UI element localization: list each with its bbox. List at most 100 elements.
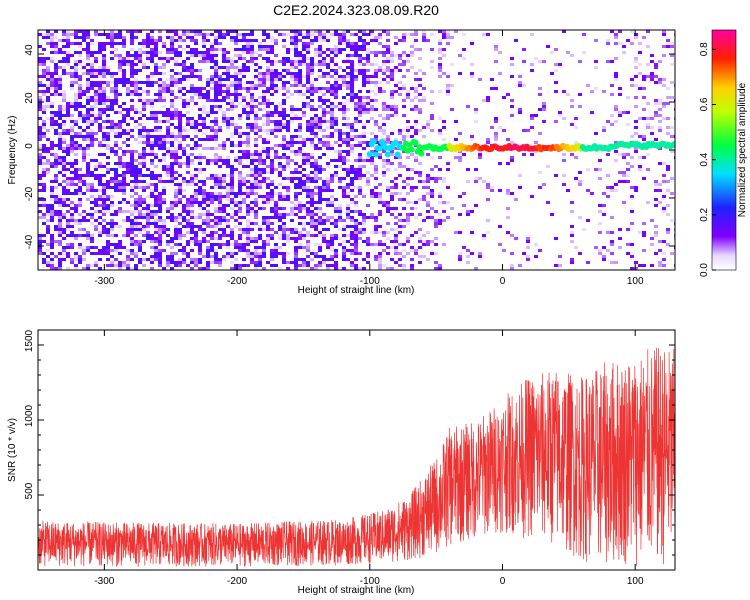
spectrogram-cell xyxy=(394,237,398,240)
spectrogram-cell xyxy=(270,237,274,240)
spectrogram-cell xyxy=(270,63,274,66)
spectrogram-cell xyxy=(182,261,186,264)
spectrogram-cell xyxy=(414,33,418,36)
spectrogram-cell xyxy=(306,264,310,267)
spectrogram-cell xyxy=(170,117,174,120)
spectrogram-cell xyxy=(258,153,262,156)
spectrogram-cell xyxy=(422,186,426,189)
spectrogram-cell xyxy=(290,171,294,174)
spectrogram-cell xyxy=(646,30,650,33)
spectrogram-cell xyxy=(114,171,118,174)
spectrogram-x-tick-label: -100 xyxy=(360,276,380,287)
spectrogram-cell xyxy=(198,228,202,231)
spectrogram-cell xyxy=(98,165,102,168)
spectrogram-cell xyxy=(510,156,514,159)
spectrogram-cell xyxy=(458,255,462,258)
spectrogram-cell xyxy=(74,102,78,105)
spectrogram-cell xyxy=(74,147,78,150)
spectrogram-cell xyxy=(146,225,150,228)
spectrogram-cell xyxy=(178,45,182,48)
spectrogram-cell xyxy=(378,81,382,84)
spectrogram-cell xyxy=(134,192,138,195)
spectrogram-cell xyxy=(202,228,206,231)
spectrogram-cell xyxy=(122,120,126,123)
spectrogram-cell xyxy=(394,222,398,225)
spectrogram-cell xyxy=(362,141,366,144)
spectrogram-cell xyxy=(38,189,42,192)
spectrogram-cell xyxy=(338,144,342,147)
spectrogram-cell xyxy=(186,243,190,246)
spectrogram-cell xyxy=(334,237,338,240)
spectrogram-cell xyxy=(314,222,318,225)
spectrogram-cell xyxy=(222,210,226,213)
spectrogram-cell xyxy=(242,108,246,111)
spectrogram-cell xyxy=(406,129,410,132)
spectrogram-cell xyxy=(78,42,82,45)
spectrogram-cell xyxy=(342,30,346,33)
spectrogram-cell xyxy=(426,174,430,177)
spectrogram-cell xyxy=(298,222,302,225)
spectrogram-cell xyxy=(578,105,582,108)
spectrogram-cell xyxy=(430,252,434,255)
spectrogram-cell xyxy=(106,66,110,69)
spectrogram-cell xyxy=(306,126,310,129)
spectrogram-cell xyxy=(446,36,450,39)
spectrogram-cell xyxy=(194,129,198,132)
spectrogram-cell xyxy=(58,147,62,150)
spectrogram-cell xyxy=(98,51,102,54)
spectrogram-cell xyxy=(358,69,362,72)
spectrogram-cell xyxy=(442,201,446,204)
spectrogram-cell xyxy=(86,171,90,174)
spectrogram-cell xyxy=(170,123,174,126)
spectrogram-cell xyxy=(398,57,402,60)
spectrogram-cell xyxy=(334,225,338,228)
spectrogram-cell xyxy=(82,39,86,42)
spectrogram-cell xyxy=(178,192,182,195)
spectrogram-cell xyxy=(230,267,234,270)
spectrogram-cell xyxy=(142,234,146,237)
spectrogram-cell xyxy=(366,171,370,174)
spectrogram-cell xyxy=(114,111,118,114)
spectrogram-cell xyxy=(142,99,146,102)
spectrogram-cell xyxy=(110,180,114,183)
spectrogram-cell xyxy=(310,66,314,69)
spectrogram-cell xyxy=(98,162,102,165)
spectrogram-cell xyxy=(346,108,350,111)
spectrogram-cell xyxy=(330,33,334,36)
spectrogram-cell xyxy=(210,201,214,204)
spectrogram-cell xyxy=(226,204,230,207)
spectrogram-cell xyxy=(382,171,386,174)
spectrogram-cell xyxy=(74,141,78,144)
spectrogram-cell xyxy=(74,204,78,207)
spectrogram-cell xyxy=(214,156,218,159)
spectrogram-cell xyxy=(202,33,206,36)
spectrogram-cell xyxy=(154,45,158,48)
spectrogram-cell xyxy=(142,135,146,138)
spectrogram-cell xyxy=(654,81,658,84)
spectrogram-cell xyxy=(374,51,378,54)
spectrogram-cell xyxy=(138,162,142,165)
spectrogram-cell xyxy=(294,162,298,165)
spectrogram-cell xyxy=(38,174,42,177)
spectrogram-cell xyxy=(242,111,246,114)
spectrogram-cell xyxy=(558,255,562,258)
spectrogram-cell xyxy=(270,129,274,132)
spectrogram-cell xyxy=(370,99,374,102)
spectrogram-cell xyxy=(394,186,398,189)
spectrogram-cell xyxy=(414,156,418,159)
spectrogram-cell xyxy=(178,237,182,240)
spectrogram-cell xyxy=(254,177,258,180)
spectrogram-cell xyxy=(434,210,438,213)
spectrogram-cell xyxy=(598,168,602,171)
spectrogram-cell xyxy=(254,180,258,183)
spectrogram-cell xyxy=(286,81,290,84)
spectrogram-cell xyxy=(130,237,134,240)
spectrogram-cell xyxy=(250,129,254,132)
spectrogram-cell xyxy=(262,222,266,225)
spectrogram-cell xyxy=(150,117,154,120)
spectrogram-cell xyxy=(66,153,70,156)
spectrogram-cell xyxy=(202,36,206,39)
spectrogram-cell xyxy=(570,201,574,204)
spectrogram-cell xyxy=(542,102,546,105)
